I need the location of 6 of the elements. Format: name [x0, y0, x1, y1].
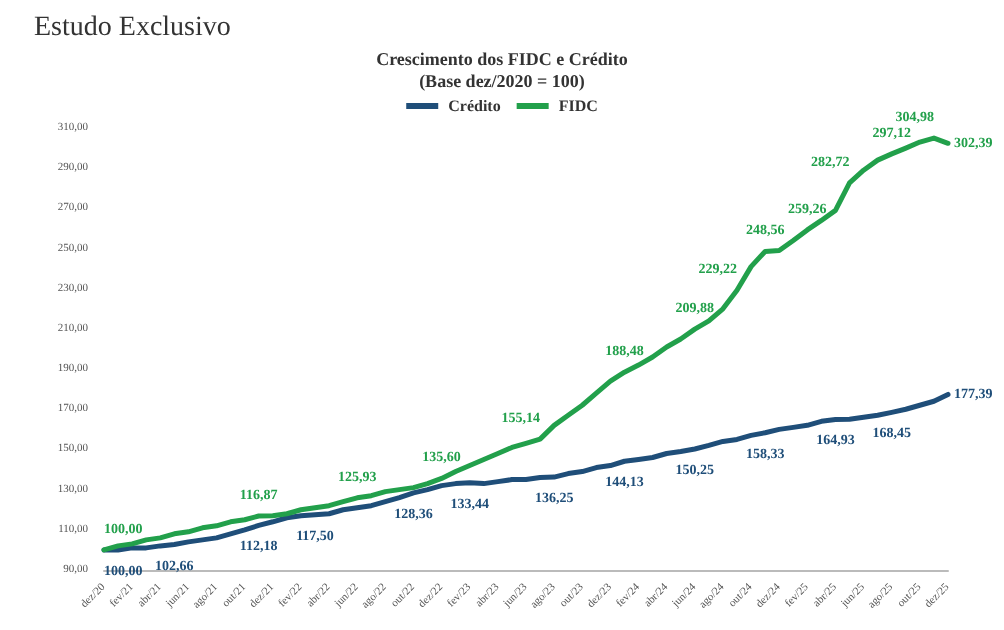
chart-title: Crescimento dos FIDC e Crédito [376, 49, 629, 69]
line-series [101, 135, 951, 553]
text: Estudo Exclusivo [34, 13, 231, 43]
chart-subtitle: (Base dez/2020 = 100) [419, 71, 585, 91]
legend-label: Crédito [448, 97, 501, 115]
legend-label: FIDC [558, 97, 599, 115]
